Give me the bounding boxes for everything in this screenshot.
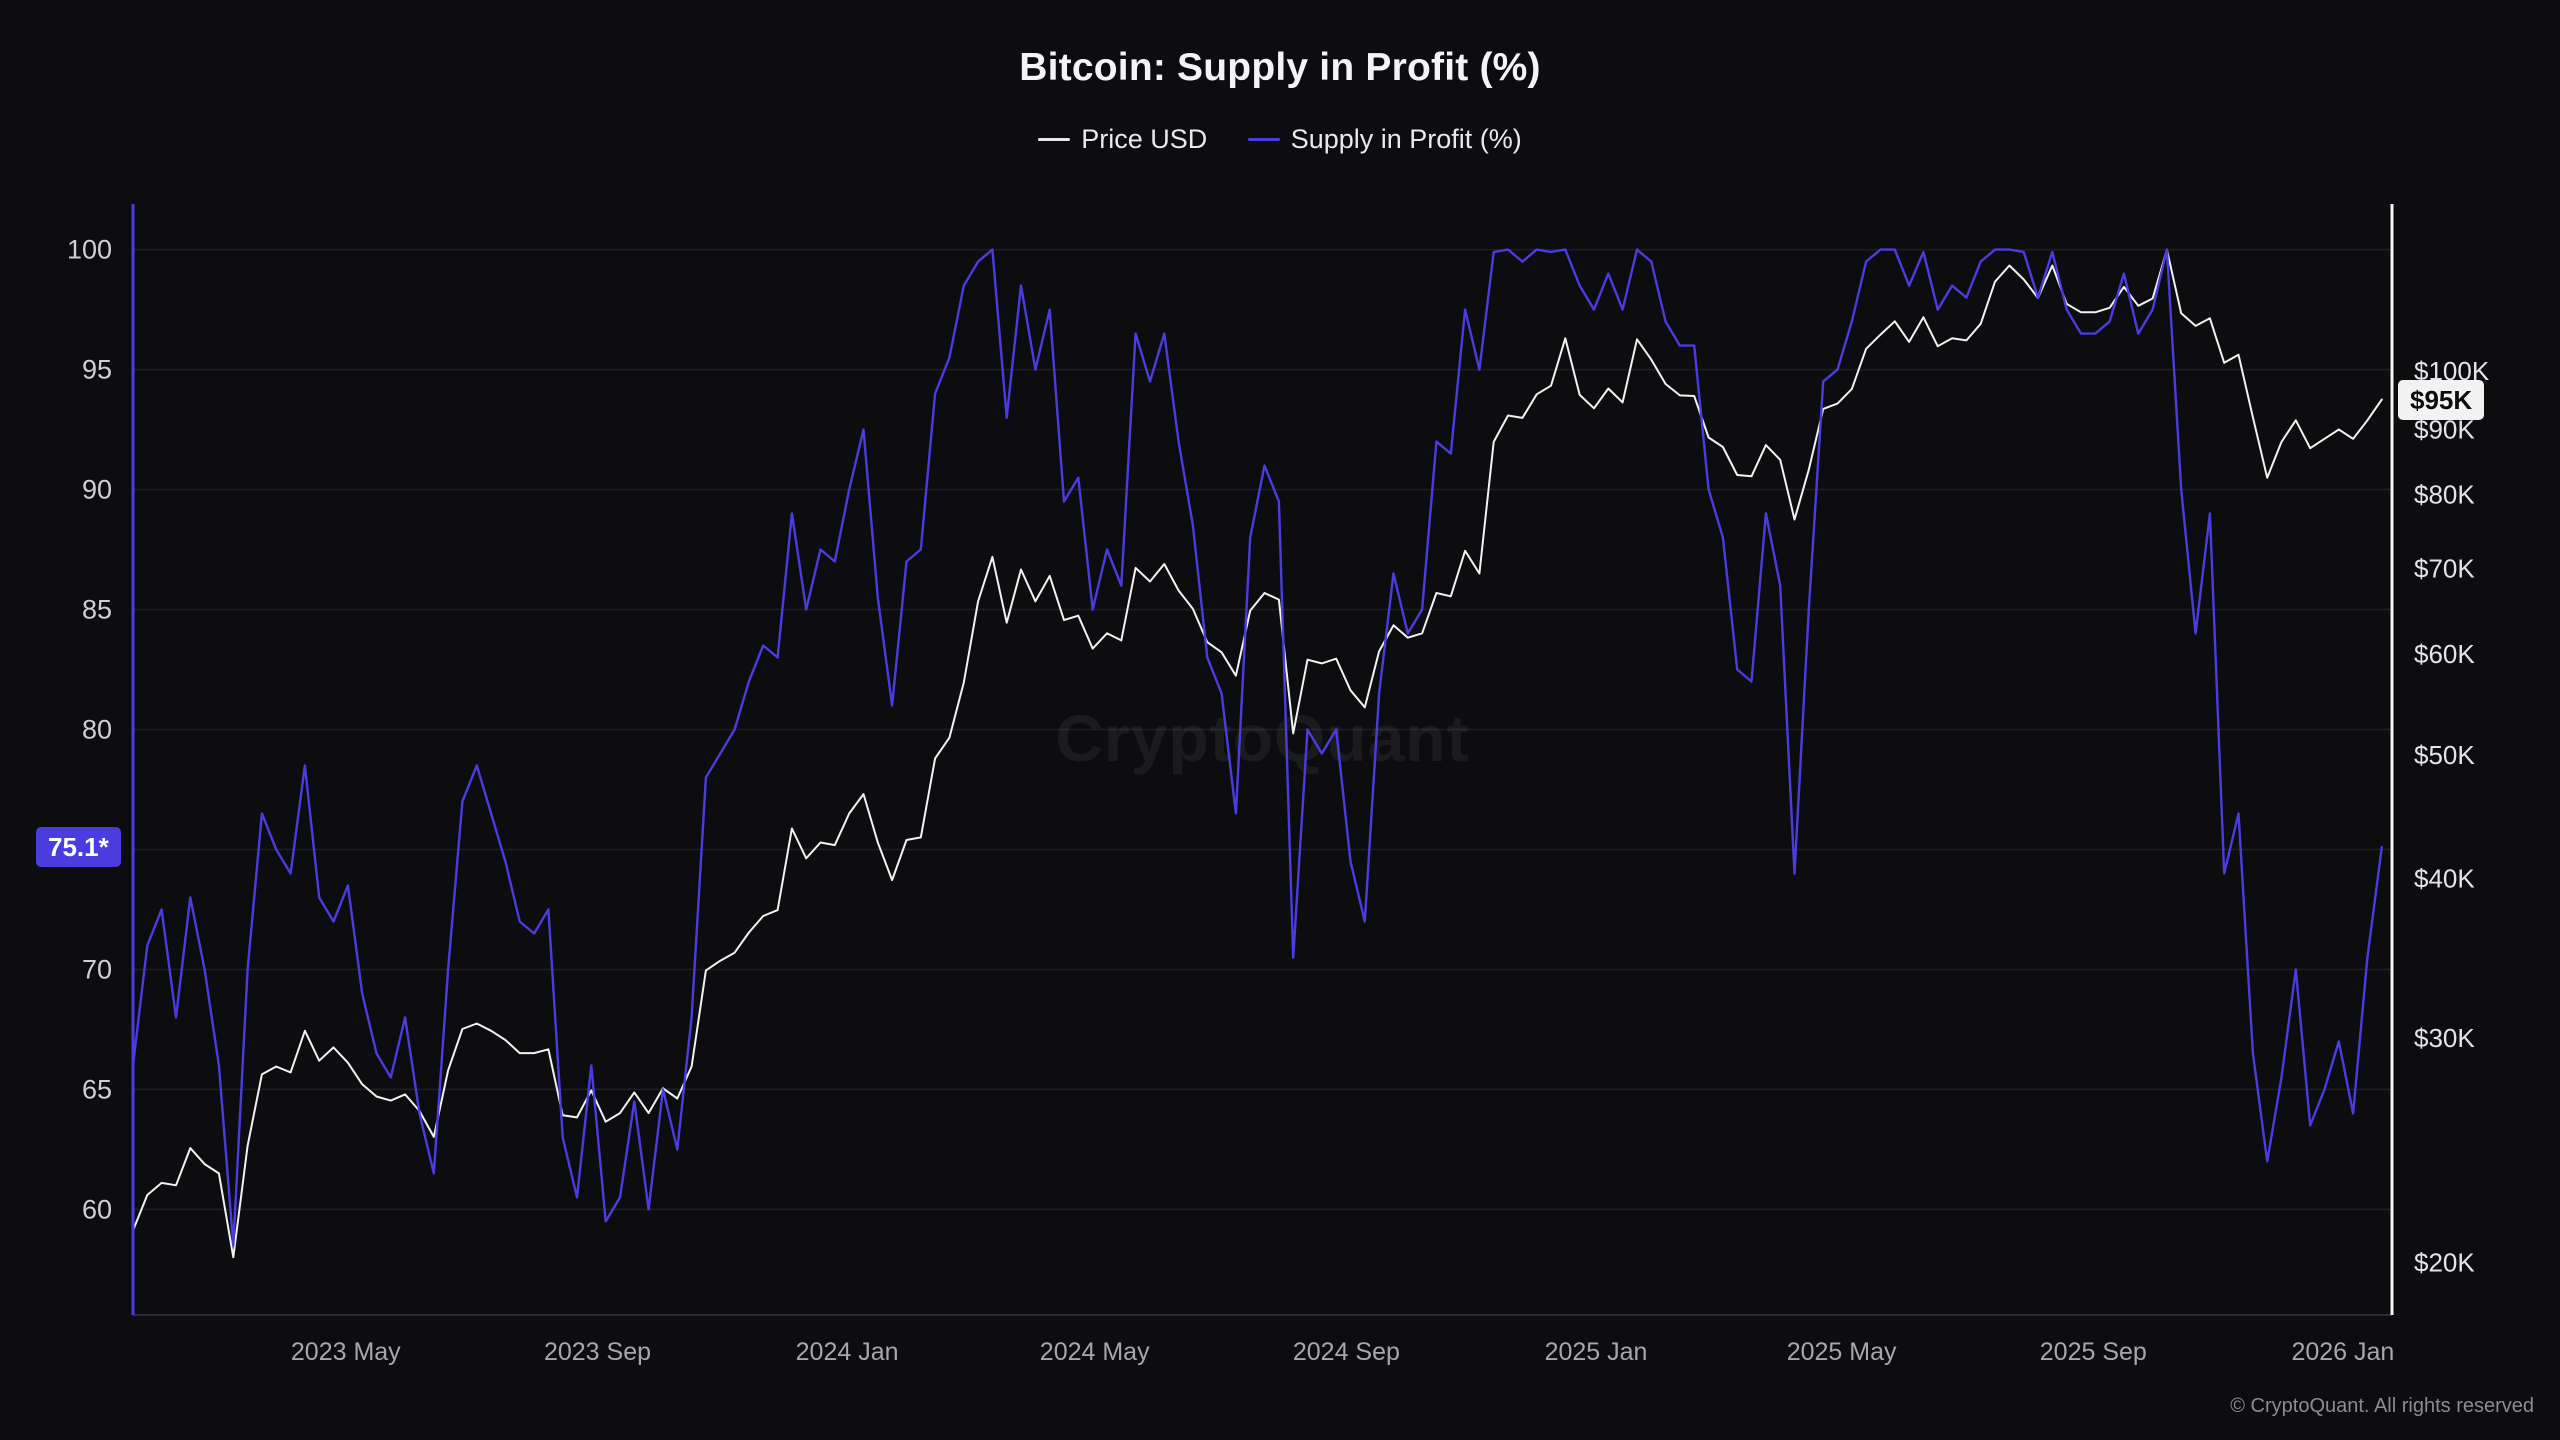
right-y-axis-tick-label: $20K [2414, 1248, 2475, 1278]
x-axis-tick-label: 2025 Sep [2040, 1338, 2147, 1366]
right-y-axis-tick-label: $70K [2414, 554, 2475, 584]
x-axis-tick-label: 2023 May [291, 1338, 401, 1366]
right-y-axis-tick-label: $50K [2414, 740, 2475, 770]
right-y-axis-tick-label: $80K [2414, 480, 2475, 510]
supply-in-profit-series-line [131, 248, 2384, 1247]
x-axis-tick-label: 2025 May [1787, 1338, 1897, 1366]
left-y-axis-tick-label: 95 [82, 355, 112, 385]
cryptoquant-watermark: CryptoQuant [1055, 701, 1470, 775]
price-usd-series-line [132, 248, 2383, 1259]
left-y-axis-tick-label: 70 [82, 955, 112, 985]
right-y-axis-tick-label: $40K [2414, 864, 2475, 894]
chart-legend: Price USD Supply in Profit (%) [0, 124, 2560, 155]
right-price-badge: $95K [2398, 379, 2485, 420]
legend-item-supply-in-profit[interactable]: Supply in Profit (%) [1247, 124, 1522, 155]
x-axis-tick-label: 2024 May [1040, 1338, 1150, 1366]
x-axis-tick-label: 2023 Sep [544, 1338, 651, 1366]
right-y-axis-tick-label: $30K [2414, 1023, 2475, 1053]
left-y-axis-tick-label: 90 [82, 475, 112, 505]
left-value-badge: 75.1* [36, 827, 121, 868]
footer-copyright: © CryptoQuant. All rights reserved [2230, 1395, 2534, 1417]
price-usd-line-swatch-icon [1038, 138, 1071, 141]
x-axis-tick-label: 2024 Sep [1293, 1338, 1400, 1366]
right-y-axis-tick-label: $90K [2414, 415, 2475, 445]
legend-label-price-usd: Price USD [1081, 124, 1208, 154]
left-y-axis-tick-label: 80 [82, 715, 112, 745]
x-axis-tick-label: 2025 Jan [1545, 1338, 1648, 1366]
left-y-axis-tick-label: 60 [82, 1194, 112, 1224]
left-y-axis-tick-label: 65 [82, 1074, 112, 1104]
left-y-axis-tick-label: 85 [82, 595, 112, 625]
legend-item-price-usd[interactable]: Price USD [1038, 124, 1207, 155]
chart-title: Bitcoin: Supply in Profit (%) [1019, 46, 1541, 89]
x-axis-tick-label: 2026 Jan [2291, 1338, 2394, 1366]
supply-in-profit-line-swatch-icon [1247, 138, 1280, 141]
legend-label-supply-in-profit: Supply in Profit (%) [1290, 124, 1522, 154]
right-y-axis-tick-label: $60K [2414, 639, 2475, 669]
x-axis-tick-label: 2024 Jan [796, 1338, 899, 1366]
left-y-axis-tick-label: 100 [67, 235, 112, 265]
